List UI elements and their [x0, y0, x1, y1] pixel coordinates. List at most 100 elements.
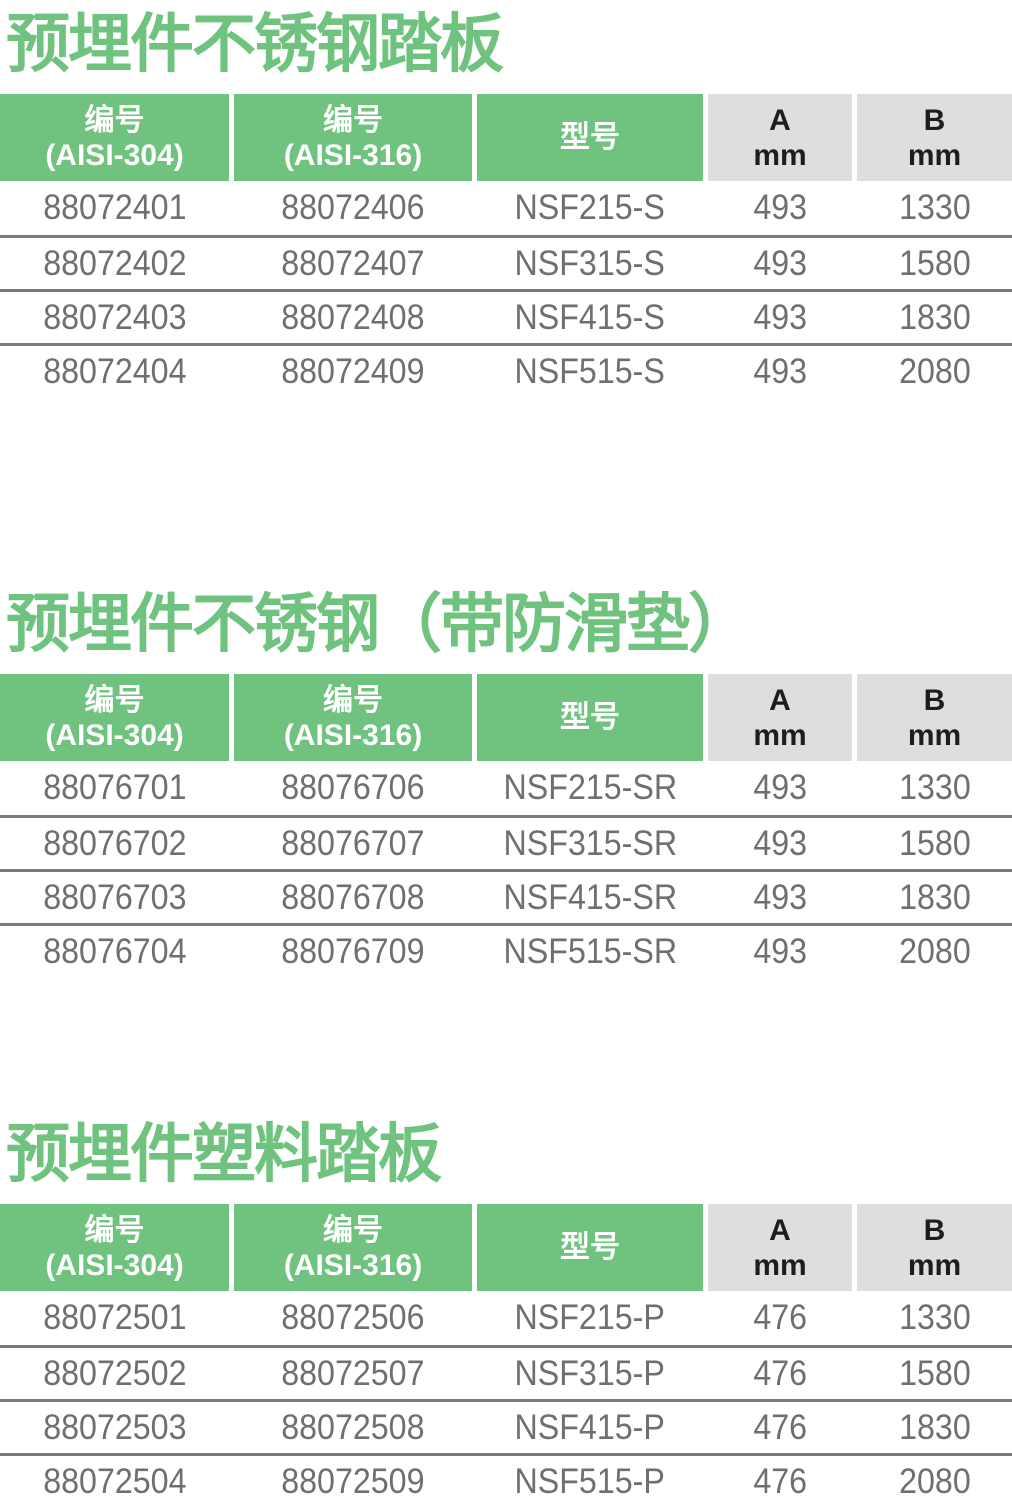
table-header-row: 编号 (AISI-304) 编号 (AISI-316) 型号 A mm B mm	[0, 674, 1012, 761]
cell-code-316: 88076708	[281, 877, 425, 917]
cell-b-mm: 1830	[898, 877, 971, 917]
header-line-2: (AISI-304)	[45, 718, 184, 752]
table-row: 88076703 88076708 NSF415-SR 493 1830	[0, 869, 1012, 923]
cell-model: NSF415-SR	[503, 877, 677, 917]
cell-a-mm: 493	[753, 351, 807, 391]
header-line-1: 型号	[560, 701, 620, 734]
table-row: 88072404 88072409 NSF515-S 493 2080	[0, 343, 1012, 397]
cell-code-316: 88072506	[281, 1298, 425, 1337]
column-header-a-mm: A mm	[708, 1204, 852, 1291]
table-row: 88072502 88072507 NSF315-P 476 1580	[0, 1345, 1012, 1399]
cell-b-mm: 2080	[898, 351, 971, 391]
cell-b-mm: 1330	[898, 768, 971, 807]
table-body: 88072401 88072406 NSF215-S 493 1330 8807…	[0, 181, 1012, 397]
product-table: 编号 (AISI-304) 编号 (AISI-316) 型号 A mm B mm	[0, 94, 1012, 397]
cell-b-mm: 1330	[898, 188, 971, 227]
table-row: 88072403 88072408 NSF415-S 493 1830	[0, 289, 1012, 343]
column-header-aisi-304: 编号 (AISI-304)	[0, 1204, 229, 1291]
cell-b-mm: 1580	[898, 823, 971, 863]
header-line-1: A	[769, 1213, 791, 1247]
section-title: 预埋件不锈钢踏板	[6, 8, 504, 80]
table-row: 88072504 88072509 NSF515-P 476 2080	[0, 1453, 1012, 1507]
section-stainless-steel-antislip: 预埋件不锈钢（带防滑垫） 编号 (AISI-304) 编号 (AISI-316)…	[0, 588, 1012, 977]
header-line-2: (AISI-304)	[45, 1248, 184, 1282]
header-line-2: mm	[753, 1248, 807, 1282]
cell-code-304: 88072401	[42, 188, 187, 227]
product-table: 编号 (AISI-304) 编号 (AISI-316) 型号 A mm B mm	[0, 674, 1012, 977]
header-line-1: 编号	[84, 103, 145, 137]
column-header-b-mm: B mm	[857, 1204, 1012, 1291]
cell-a-mm: 493	[753, 188, 807, 227]
header-line-2: mm	[753, 138, 807, 172]
cell-a-mm: 476	[753, 1298, 807, 1337]
cell-b-mm: 1830	[898, 297, 971, 337]
cell-code-304: 88076701	[42, 768, 187, 807]
header-line-1: 编号	[323, 683, 383, 717]
section-stainless-steel-pedal: 预埋件不锈钢踏板 编号 (AISI-304) 编号 (AISI-316) 型号 …	[0, 8, 1012, 397]
cell-a-mm: 493	[753, 823, 807, 863]
table-row: 88072503 88072508 NSF415-P 476 1830	[0, 1399, 1012, 1453]
header-line-1: 编号	[323, 1213, 383, 1247]
cell-code-304: 88072501	[42, 1298, 187, 1337]
cell-code-304: 88076702	[42, 823, 187, 863]
column-header-b-mm: B mm	[857, 674, 1012, 761]
header-line-2: (AISI-316)	[283, 138, 423, 172]
cell-a-mm: 476	[753, 1353, 807, 1393]
cell-model: NSF315-SR	[503, 823, 677, 863]
cell-code-304: 88072404	[42, 351, 187, 391]
cell-model: NSF515-P	[514, 1461, 666, 1501]
cell-code-316: 88072409	[281, 351, 425, 391]
header-line-1: 编号	[323, 103, 383, 137]
cell-code-304: 88072403	[42, 297, 187, 337]
cell-code-304: 88072402	[42, 243, 187, 283]
cell-code-316: 88072508	[281, 1407, 425, 1447]
header-line-1: A	[769, 683, 791, 717]
cell-code-316: 88076707	[281, 823, 425, 863]
cell-code-316: 88072509	[281, 1461, 425, 1501]
table-header-row: 编号 (AISI-304) 编号 (AISI-316) 型号 A mm B mm	[0, 94, 1012, 181]
cell-b-mm: 1580	[898, 243, 971, 283]
cell-model: NSF315-S	[514, 243, 666, 283]
column-header-a-mm: A mm	[708, 674, 852, 761]
header-line-2: mm	[907, 1248, 962, 1282]
cell-model: NSF215-S	[514, 188, 666, 227]
column-header-a-mm: A mm	[708, 94, 852, 181]
header-line-1: A	[769, 103, 791, 137]
cell-code-316: 88076706	[281, 768, 425, 807]
column-header-model: 型号	[477, 1204, 703, 1291]
column-header-aisi-316: 编号 (AISI-316)	[234, 674, 472, 761]
cell-model: NSF515-S	[514, 351, 666, 391]
cell-a-mm: 493	[753, 297, 807, 337]
cell-b-mm: 1330	[898, 1298, 971, 1337]
header-line-2: mm	[753, 718, 807, 752]
table-row: 88072401 88072406 NSF215-S 493 1330	[0, 181, 1012, 235]
section-plastic-pedal: 预埋件塑料踏板 编号 (AISI-304) 编号 (AISI-316) 型号 A…	[0, 1118, 1012, 1507]
column-header-aisi-304: 编号 (AISI-304)	[0, 94, 229, 181]
cell-model: NSF515-SR	[503, 931, 677, 971]
header-line-1: 编号	[84, 683, 145, 717]
cell-a-mm: 493	[753, 877, 807, 917]
cell-model: NSF215-P	[514, 1298, 666, 1337]
cell-code-304: 88072503	[42, 1407, 187, 1447]
header-line-2: (AISI-304)	[45, 138, 184, 172]
cell-a-mm: 476	[753, 1461, 807, 1501]
header-line-1: 型号	[560, 1231, 620, 1264]
cell-code-304: 88076704	[42, 931, 187, 971]
header-line-2: (AISI-316)	[283, 718, 423, 752]
header-line-2: mm	[907, 138, 962, 172]
header-line-1: 型号	[560, 121, 620, 154]
product-table: 编号 (AISI-304) 编号 (AISI-316) 型号 A mm B mm	[0, 1204, 1012, 1507]
cell-a-mm: 493	[753, 243, 807, 283]
header-line-1: B	[923, 683, 946, 717]
table-body: 88072501 88072506 NSF215-P 476 1330 8807…	[0, 1291, 1012, 1507]
section-title: 预埋件不锈钢（带防滑垫）	[6, 588, 752, 660]
cell-b-mm: 2080	[898, 1461, 971, 1501]
header-line-1: B	[923, 103, 946, 137]
cell-code-304: 88076703	[42, 877, 187, 917]
table-row: 88076704 88076709 NSF515-SR 493 2080	[0, 923, 1012, 977]
cell-code-316: 88072407	[281, 243, 425, 283]
table-row: 88076701 88076706 NSF215-SR 493 1330	[0, 761, 1012, 815]
cell-b-mm: 1830	[898, 1407, 971, 1447]
column-header-model: 型号	[477, 674, 703, 761]
cell-code-304: 88072504	[42, 1461, 187, 1501]
